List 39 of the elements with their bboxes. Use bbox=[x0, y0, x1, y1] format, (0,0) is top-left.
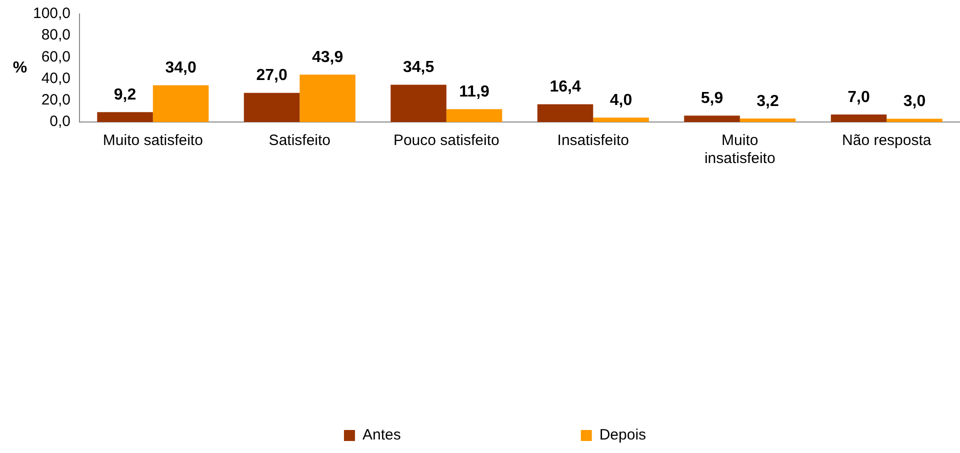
y-tick-label: 0,0 bbox=[50, 113, 71, 130]
bar bbox=[390, 84, 446, 122]
data-label: 43,9 bbox=[312, 48, 344, 66]
bar bbox=[244, 92, 300, 122]
x-tick-label: Muito satisfeito bbox=[102, 132, 203, 150]
data-label: 27,0 bbox=[256, 67, 288, 84]
bar bbox=[152, 85, 209, 122]
x-tick-label: Muito insatisfeito bbox=[704, 132, 776, 168]
y-tick-label: 40,0 bbox=[41, 70, 71, 87]
bar bbox=[300, 74, 356, 122]
bar bbox=[446, 109, 502, 122]
bar bbox=[740, 118, 796, 122]
legend-label: Depois bbox=[599, 426, 646, 444]
data-label: 5,9 bbox=[700, 90, 724, 108]
x-tick-label: Pouco satisfeito bbox=[393, 132, 500, 150]
data-label: 3,2 bbox=[756, 92, 779, 110]
data-label: 34,5 bbox=[402, 59, 434, 76]
data-label: 3,0 bbox=[903, 93, 926, 110]
legend-label: Antes bbox=[362, 426, 401, 444]
data-label: 11,9 bbox=[459, 84, 490, 101]
y-tick-label: 80,0 bbox=[41, 26, 71, 44]
bar bbox=[593, 118, 649, 122]
y-tick-label: 60,0 bbox=[41, 48, 71, 66]
bar bbox=[537, 104, 594, 122]
data-label: 16,4 bbox=[550, 78, 581, 96]
x-tick-label: Insatisfeito bbox=[557, 132, 629, 150]
data-label: 4,0 bbox=[610, 92, 632, 110]
data-label: 7,0 bbox=[848, 88, 870, 106]
y-axis-title: % bbox=[12, 59, 28, 76]
data-label: 9,2 bbox=[114, 86, 136, 104]
bar bbox=[830, 114, 887, 122]
x-tick-label: Satisfeito bbox=[268, 132, 331, 150]
data-label: 34,0 bbox=[165, 60, 196, 77]
bar bbox=[886, 118, 942, 122]
y-tick-label: 20,0 bbox=[41, 92, 71, 109]
bar bbox=[97, 112, 153, 122]
bar bbox=[684, 116, 740, 122]
x-tick-label: Não resposta bbox=[842, 132, 932, 150]
y-tick-label: 100,0 bbox=[32, 5, 71, 22]
